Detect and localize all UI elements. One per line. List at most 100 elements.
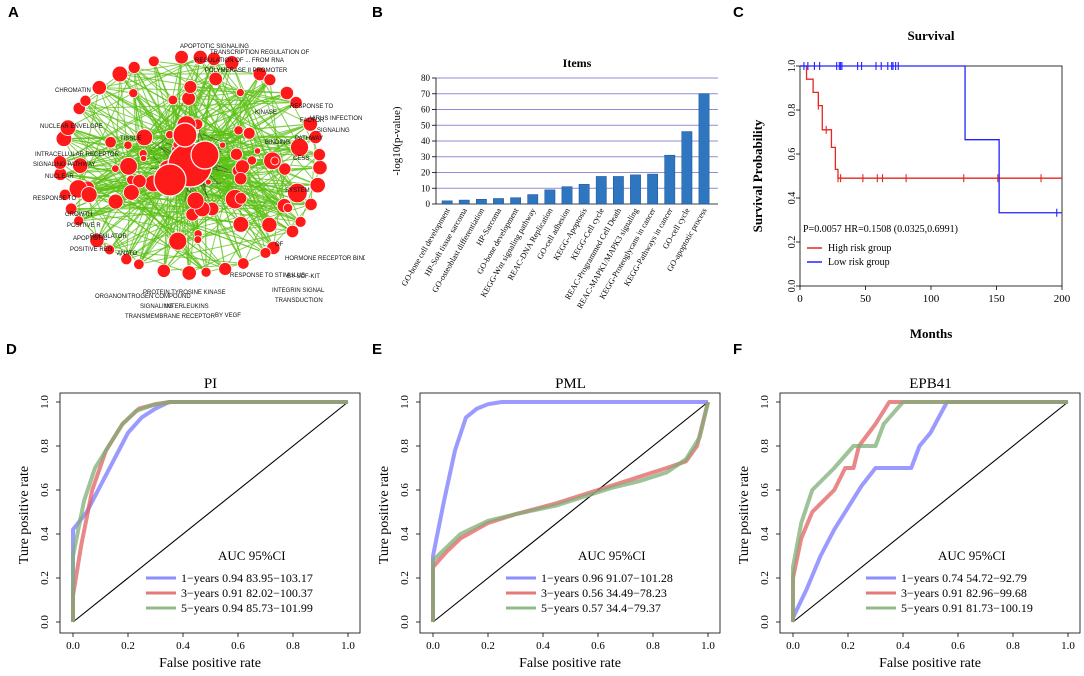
network-edge [71, 208, 199, 235]
x-tick-label: 0.8 [286, 640, 300, 652]
plot-frame [59, 392, 361, 634]
bar [647, 173, 659, 205]
network-node [147, 55, 160, 68]
network-node [107, 193, 124, 210]
network-node [252, 66, 268, 82]
panel-label-b: B [372, 4, 383, 21]
network-edge [67, 127, 226, 270]
legend-label: 1−years 0.94 83.95−103.17 [181, 571, 313, 585]
x-tick-label: 0.0 [66, 640, 80, 652]
network-node [89, 232, 105, 248]
x-tick-label: 150 [988, 293, 1005, 305]
network-edge [70, 208, 226, 270]
y-tick-label: 0.4 [787, 192, 798, 205]
network-node [208, 71, 223, 87]
x-tick-label: 0.4 [536, 640, 550, 652]
y-tick-label: 0.8 [39, 439, 51, 453]
y-axis-label: Ture positive rate [18, 466, 32, 564]
network-node-label: APOPTOTIC [73, 236, 108, 242]
network-node [174, 49, 189, 65]
chart-title: Survival [908, 28, 955, 43]
panel-label-c: C [733, 4, 744, 21]
network-node-label: SYSTEM [285, 188, 310, 194]
network-node-label: PROTEIN TYROSINE KINASE [143, 290, 226, 296]
network-edge [99, 87, 186, 136]
network-edge [138, 197, 242, 265]
x-tick-label: 1.0 [341, 640, 355, 652]
network-edge [163, 170, 239, 272]
network-node [200, 266, 212, 278]
network-node [128, 88, 139, 99]
roc-chart-d: PI 0.0 0.2 0.4 0.6 0.8 1.0 0.0 0.2 0.4 0.6 0.8 1.0 Fa… [18, 376, 361, 671]
network-node [80, 186, 98, 204]
network-edge [300, 167, 321, 223]
network-node [253, 147, 262, 155]
y-tick-label: 0.0 [39, 615, 51, 629]
network-node-label: SIGNALING PATHWAY [33, 162, 95, 168]
network-node [290, 137, 309, 157]
network-edge [224, 168, 286, 270]
bar [527, 194, 539, 205]
network-edge [59, 62, 233, 163]
x-tick-label: 0.2 [481, 640, 495, 652]
network-node [123, 184, 140, 201]
roc-curve [791, 400, 1068, 622]
bar [476, 199, 487, 205]
network-hub-node [153, 163, 187, 197]
roc-curve [71, 400, 348, 622]
network-node [312, 159, 328, 176]
x-tick-label: 0.6 [951, 640, 965, 652]
network-node-label: POLYMERASE II PROMOTER [205, 68, 288, 74]
network-node [72, 157, 89, 174]
roc-chart-e: PML 0.0 0.2 0.4 0.6 0.8 1.0 0.0 0.2 0.4 0.6 0.8 1.0 F… [378, 376, 721, 671]
network-node [91, 80, 107, 96]
network-edge [109, 205, 285, 251]
y-tick-label: 0.2 [39, 571, 51, 585]
y-tick-label: 1.0 [787, 60, 798, 73]
network-node [140, 154, 148, 163]
network-node-label: TISSUE [120, 136, 142, 142]
network-node [309, 177, 326, 194]
y-tick-label: 1.0 [759, 395, 771, 409]
legend-title: AUC 95%CI [218, 548, 286, 563]
network-node-label: FACTOR [300, 118, 325, 124]
network-node [302, 116, 318, 132]
legend-label: 1−years 0.74 54.72−92.79 [901, 571, 1027, 585]
panel-label-d: D [6, 341, 17, 358]
network-node-label: INTRACELLULAR RECEPTOR [35, 152, 120, 158]
y-tick-label: 30 [421, 152, 431, 162]
legend-label: 3−years 0.56 34.49−78.23 [541, 586, 667, 600]
chart-title: Items [563, 56, 592, 70]
legend-label: High risk group [828, 243, 891, 254]
roc-curve [431, 400, 708, 622]
bar [441, 200, 453, 205]
network-node [204, 178, 212, 186]
bar [578, 184, 590, 205]
x-tick-label: 0.0 [426, 640, 440, 652]
y-tick-label: 0.2 [787, 236, 798, 249]
y-tick-label: 0.6 [39, 483, 51, 497]
network-node [156, 263, 171, 278]
network-node-label: TRANSMEMBRANE RECEPTOR [125, 314, 216, 320]
network-node [104, 136, 117, 149]
network-node [278, 162, 292, 176]
network-node [206, 51, 222, 66]
network-node-label: TRANSDUCTION [275, 298, 323, 304]
bar-chart-b: Items01020304050607080-log10(p-value)GO-… [391, 56, 718, 310]
network-node-label: VIRUS INFECTION [310, 116, 362, 122]
x-tick-label: 1.0 [1061, 640, 1075, 652]
y-axis-label: -log10(p-value) [391, 106, 403, 175]
legend-label: 5−years 0.94 85.73−101.99 [181, 601, 313, 615]
network-node [312, 148, 326, 162]
network-node [52, 155, 68, 170]
network-node [308, 130, 323, 145]
bar [664, 154, 676, 205]
network-node-label: OF [275, 242, 284, 248]
network-edge [59, 92, 288, 163]
network-edge [63, 138, 207, 273]
roc-curve [791, 400, 1068, 622]
network-node [242, 126, 256, 140]
bar [698, 93, 710, 205]
network-node [279, 85, 294, 101]
network-node [135, 128, 154, 147]
